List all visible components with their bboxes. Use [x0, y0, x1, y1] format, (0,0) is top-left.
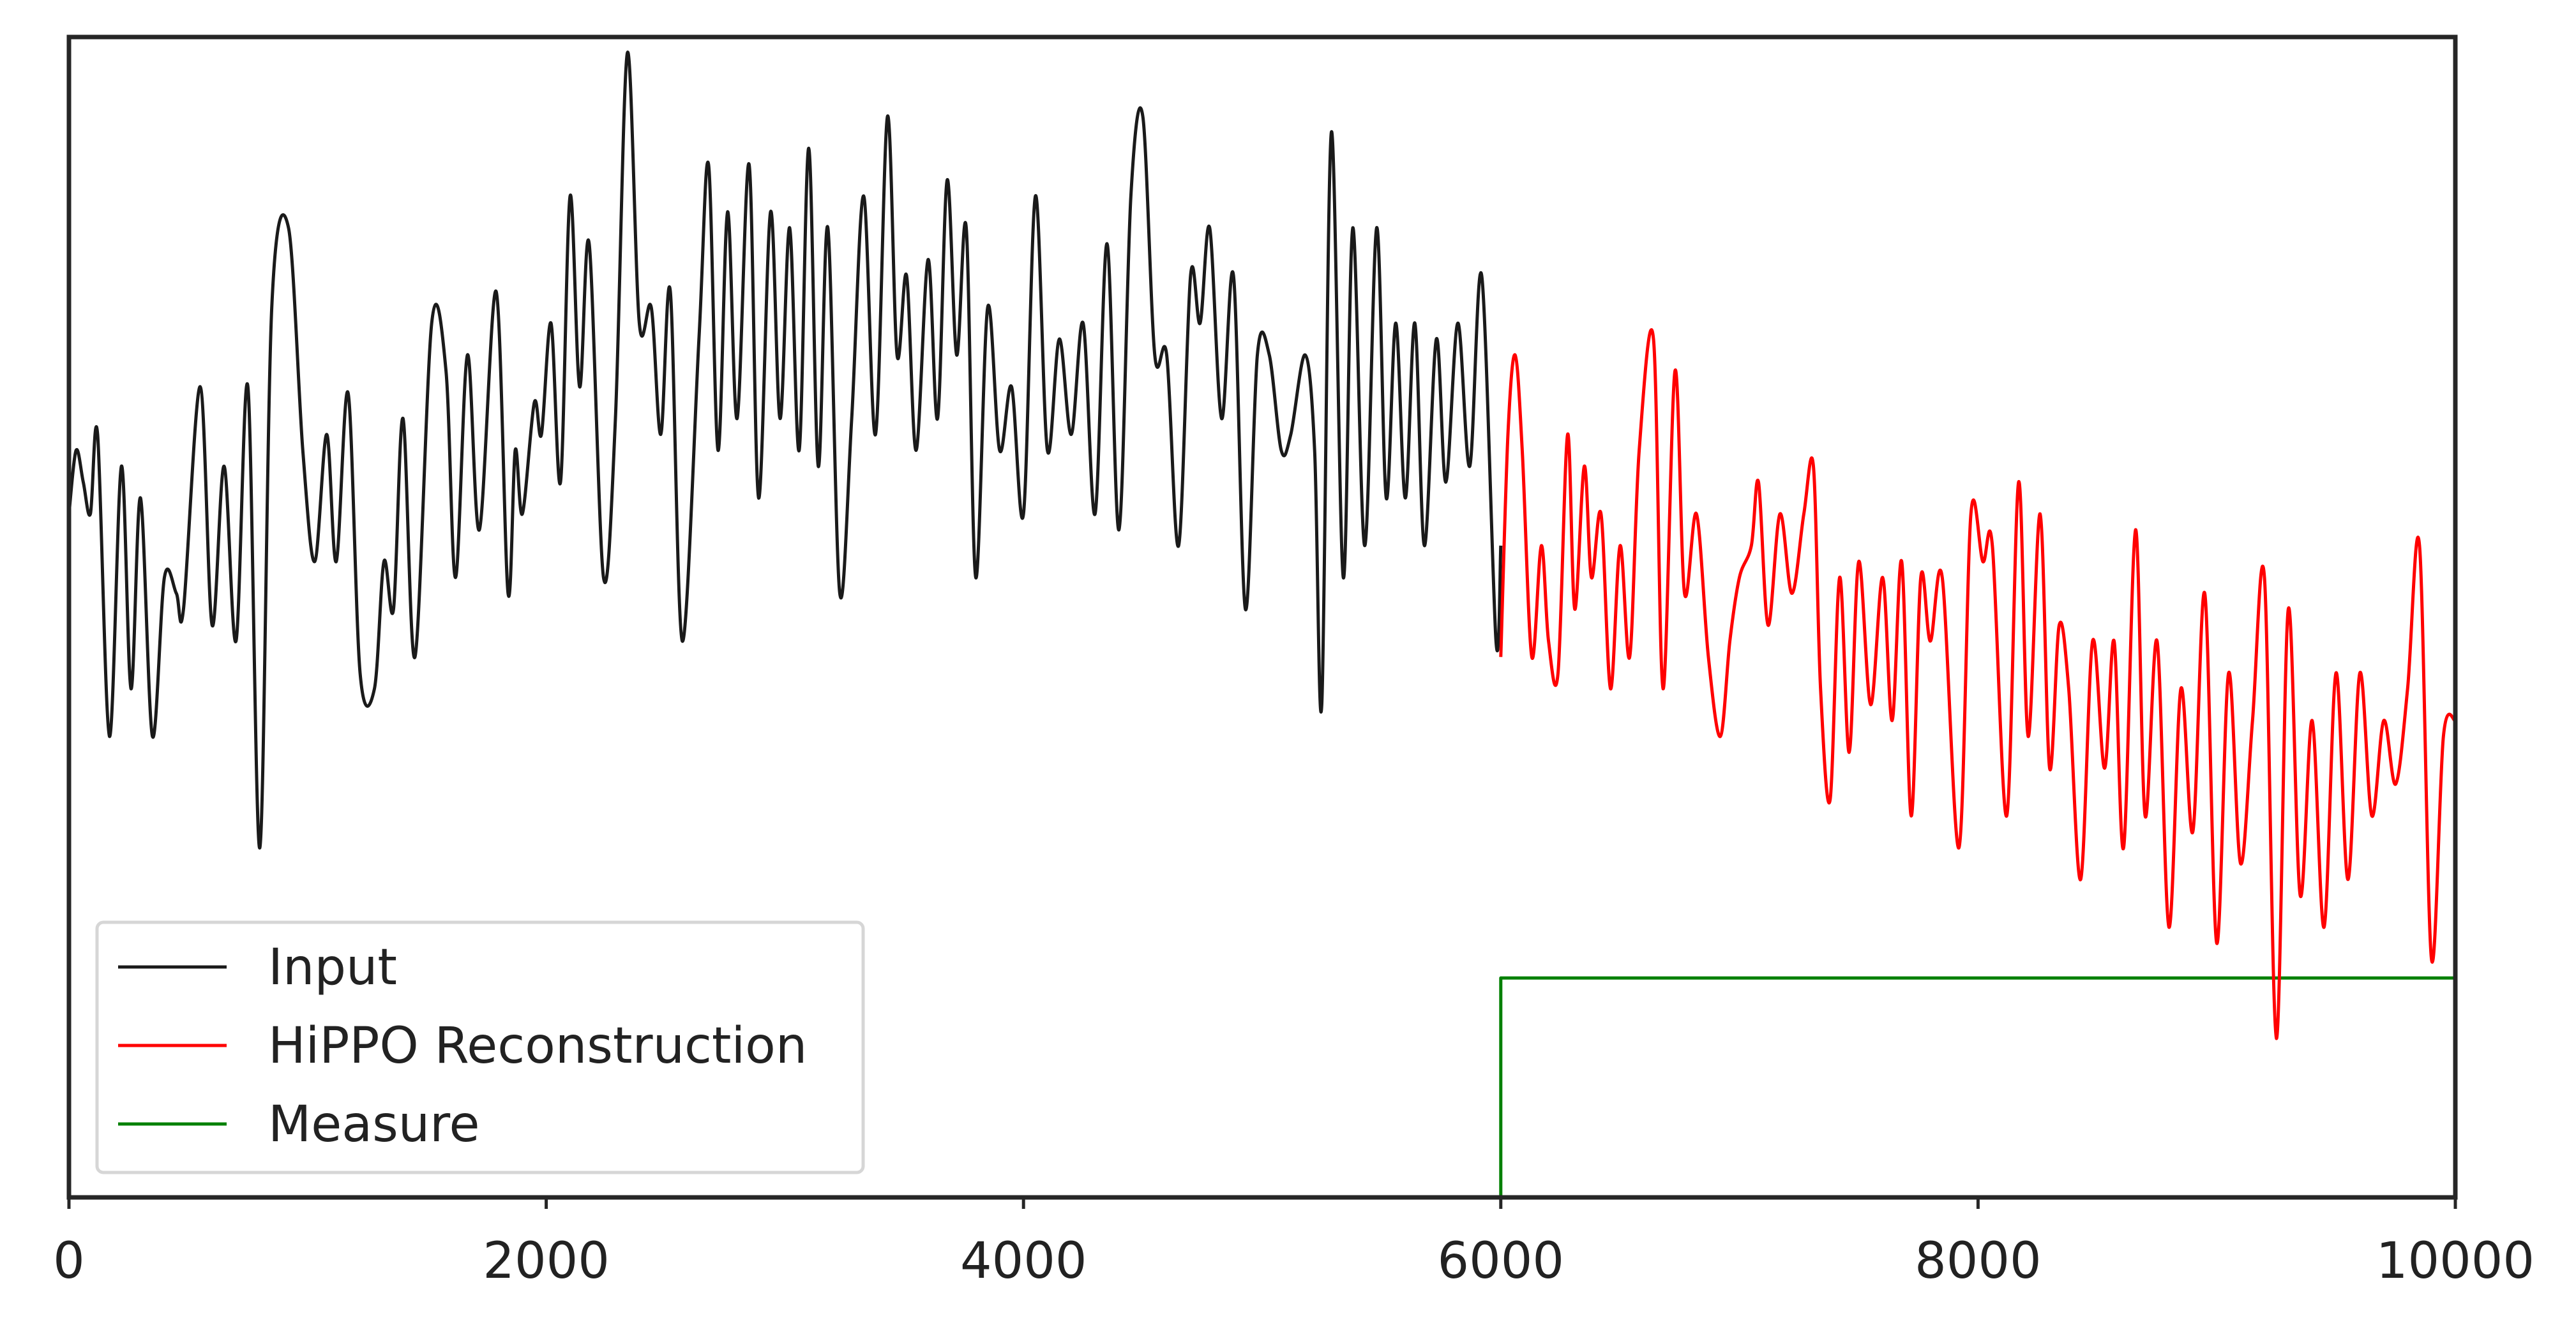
x-tick-label: 6000	[1438, 1232, 1565, 1290]
legend-label-measure: Measure	[268, 1096, 480, 1153]
series-line-input	[69, 50, 1503, 850]
series-layer	[69, 50, 2455, 1197]
legend-box	[95, 920, 865, 1174]
x-tick-label: 8000	[1915, 1232, 2042, 1290]
series-line-hippo-reconstruction	[1499, 328, 2455, 1040]
plot-frame	[66, 34, 2458, 1200]
x-tick-label: 4000	[960, 1232, 1087, 1290]
x-tick-label: 10000	[2376, 1232, 2535, 1290]
x-tick-label: 0	[53, 1232, 85, 1290]
legend-label-hippo-reconstruction: HiPPO Reconstruction	[268, 1017, 807, 1075]
x-axis: 0 2000 4000 6000 8000 10000	[53, 1197, 2535, 1290]
series-line-measure	[1499, 976, 2455, 1197]
legend: Input HiPPO Reconstruction Measure	[95, 920, 865, 1174]
x-tick-label: 2000	[483, 1232, 610, 1290]
legend-label-input: Input	[268, 939, 397, 996]
